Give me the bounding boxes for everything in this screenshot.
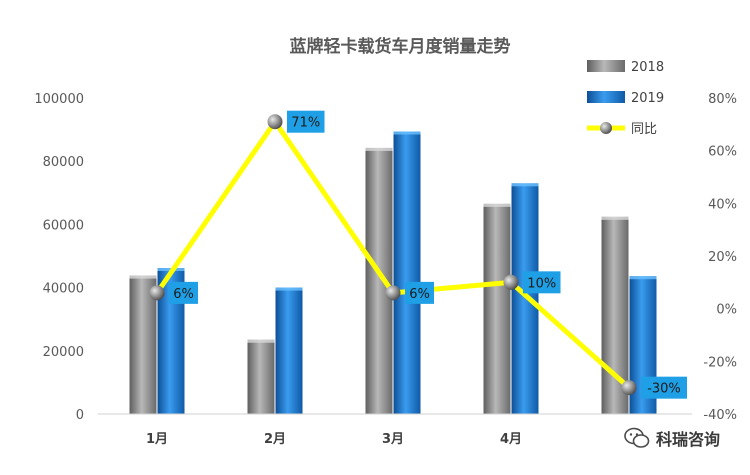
- x-tick-label: 2月: [264, 432, 286, 447]
- watermark: 科瑞咨询: [624, 426, 720, 450]
- bar-body: [511, 183, 539, 414]
- bar-cap: [511, 183, 539, 187]
- chart-title: 蓝牌轻卡载货车月度销量走势: [290, 36, 511, 57]
- legend-item-2019: 2019: [587, 91, 664, 106]
- line-point: [267, 114, 283, 130]
- bar-2019-3月: [393, 131, 421, 414]
- data-label-text: 71%: [291, 116, 320, 131]
- wechat-icon: [624, 427, 650, 448]
- legend-swatch-marker: [600, 122, 612, 134]
- bar-2019-2月: [275, 287, 303, 414]
- bar-cap: [629, 276, 657, 280]
- bar-cap: [393, 131, 421, 135]
- watermark-text: 科瑞咨询: [656, 430, 721, 449]
- legend-label: 同比: [631, 122, 657, 137]
- line-同比: [154, 119, 631, 390]
- left-tick-label: 40000: [43, 282, 84, 297]
- right-tick-label: -20%: [703, 355, 737, 370]
- bar-body: [275, 287, 303, 414]
- data-label-box: [641, 376, 687, 399]
- data-label-text: 10%: [527, 276, 556, 291]
- left-tick-label: 80000: [43, 155, 84, 170]
- right-tick-label: 20%: [708, 250, 737, 265]
- bar-cap: [483, 203, 511, 207]
- data-label: 6%: [405, 281, 434, 304]
- data-label-text: 6%: [409, 287, 430, 302]
- right-tick-label: 80%: [708, 92, 737, 107]
- right-tick-label: 60%: [708, 145, 737, 160]
- data-label-text: -30%: [647, 382, 681, 397]
- data-label: 71%: [287, 110, 325, 133]
- data-label-box: [169, 281, 198, 304]
- line-point: [621, 380, 637, 396]
- bar-cap: [365, 147, 393, 151]
- bar-body: [365, 147, 393, 415]
- bar-cap: [601, 216, 629, 220]
- left-tick-label: 0: [76, 408, 84, 423]
- legend-label: 2019: [631, 91, 664, 106]
- bar-cap: [247, 339, 275, 343]
- x-tick-label: 1月: [146, 432, 168, 447]
- bar-2018-1月: [129, 275, 157, 414]
- bar-cap: [129, 275, 157, 279]
- bar-body: [393, 131, 421, 414]
- left-tick-label: 100000: [34, 92, 84, 107]
- legend-label: 2018: [631, 60, 664, 75]
- line-point: [503, 274, 519, 290]
- data-label-box: [287, 110, 325, 133]
- data-label: -30%: [641, 376, 687, 399]
- legend-swatch: [587, 91, 625, 103]
- data-label: 6%: [169, 281, 198, 304]
- right-tick-label: 40%: [708, 197, 737, 212]
- left-tick-label: 20000: [43, 345, 84, 360]
- x-tick-label: 4月: [500, 432, 522, 447]
- line-point: [149, 285, 165, 301]
- x-tick-label: 3月: [382, 432, 404, 447]
- bar-2018-3月: [365, 147, 393, 415]
- data-label-text: 6%: [173, 287, 194, 302]
- bar-body: [247, 339, 275, 414]
- bar-body: [129, 275, 157, 414]
- line-point: [385, 285, 401, 301]
- left-tick-label: 60000: [43, 218, 84, 233]
- legend-swatch: [587, 60, 625, 72]
- right-tick-label: -40%: [703, 408, 737, 423]
- data-label-box: [405, 281, 434, 304]
- bar-2018-2月: [247, 339, 275, 414]
- bar-body: [483, 203, 511, 414]
- right-tick-label: 0%: [716, 303, 737, 318]
- bar-2018-4月: [483, 203, 511, 414]
- data-label: 10%: [523, 271, 561, 294]
- bar-cap: [275, 287, 303, 291]
- bar-2019-4月: [511, 183, 539, 414]
- legend-item-同比: 同比: [587, 122, 657, 137]
- data-label-box: [523, 271, 561, 294]
- legend-item-2018: 2018: [587, 60, 664, 75]
